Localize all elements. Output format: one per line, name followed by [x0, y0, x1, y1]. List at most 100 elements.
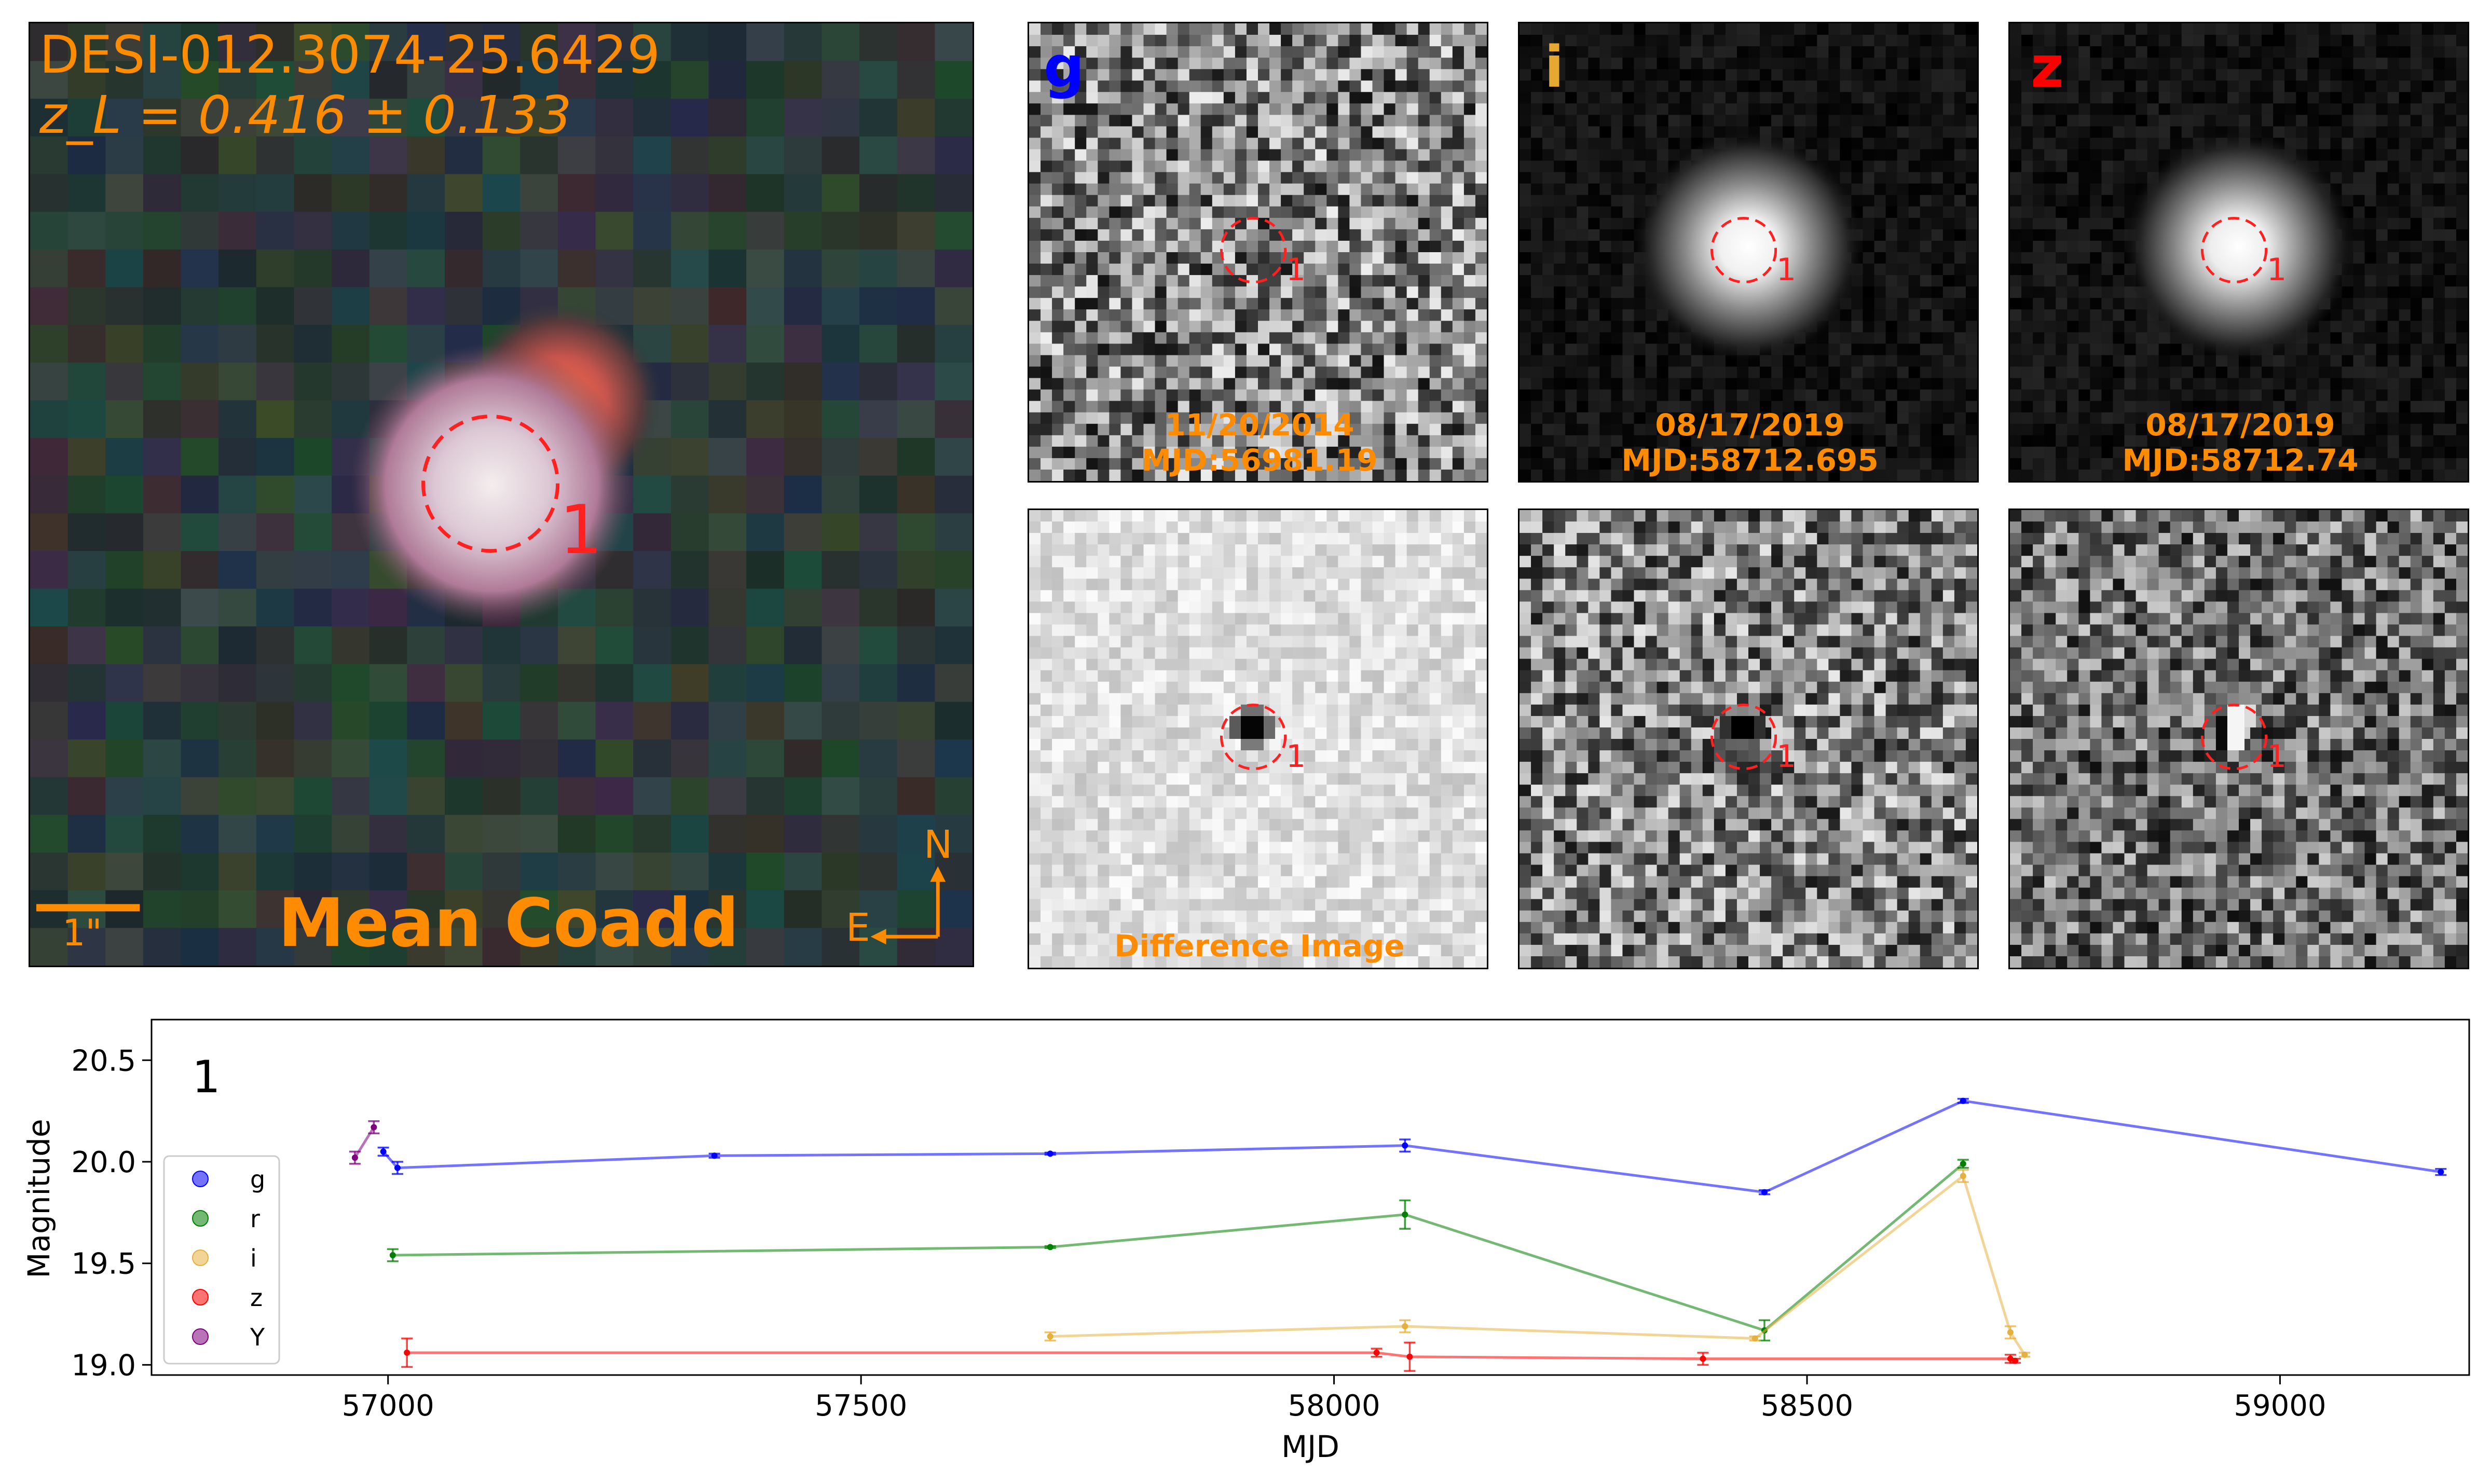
x-tick-label: 58000: [1288, 1389, 1380, 1423]
data-point: [1751, 1335, 1758, 1342]
plot-frame: [150, 1019, 2470, 1376]
cutout-i-image: [1520, 23, 1977, 481]
data-point: [2012, 1357, 2019, 1364]
data-point: [711, 1152, 718, 1159]
difference-z-overlay: [2200, 703, 2268, 771]
x-tick-label: 58500: [1761, 1389, 1853, 1423]
legend-label: z: [250, 1284, 263, 1312]
band-label: g: [1044, 34, 1085, 100]
difference-z-image: [2010, 510, 2468, 968]
legend-marker: [192, 1328, 209, 1345]
series-line: [1050, 1174, 2026, 1356]
y-tick-label: 20.0: [71, 1146, 136, 1179]
series-line: [407, 1351, 2016, 1362]
obs-date: 08/17/2019: [1655, 407, 1845, 443]
series-line: [392, 1162, 1964, 1332]
series-line: [382, 1099, 2441, 1194]
data-point: [1960, 1173, 1966, 1179]
data-point: [380, 1148, 387, 1155]
source-label: 1: [1776, 252, 1797, 288]
band-label: z: [2031, 34, 2064, 100]
cutout-g-image: [1029, 23, 1487, 481]
coadd-overlay: [36, 415, 946, 945]
difference-i: 1: [1518, 509, 1979, 969]
source-circle: [1710, 703, 1777, 771]
legend-label: i: [250, 1244, 257, 1272]
data-point: [1047, 1244, 1053, 1251]
source-label: 1: [2267, 252, 2287, 288]
data-point: [404, 1349, 410, 1356]
source-label: 1: [1286, 738, 1306, 775]
difference-z: 1: [2008, 509, 2469, 969]
coadd-caption: Mean Coadd: [278, 885, 739, 962]
mean-coadd-panel: DESI-012.3074-25.6429 z_L = 0.416 ± 0.13…: [29, 22, 974, 967]
x-tick-label: 57000: [342, 1389, 434, 1423]
legend-marker: [192, 1249, 209, 1266]
x-axis-label: MJD: [1281, 1429, 1339, 1464]
data-point: [1960, 1097, 1966, 1104]
cutout-i-overlay: [1710, 216, 1777, 284]
legend-marker: [192, 1289, 209, 1306]
legend-box: [163, 1155, 280, 1365]
series-line: [353, 1126, 375, 1159]
cutout-z-overlay: [2200, 216, 2268, 284]
legend-marker: [192, 1171, 209, 1187]
y-tick-label: 20.5: [71, 1044, 136, 1078]
legend-label: Y: [250, 1323, 265, 1351]
cutout-i: i 1 08/17/2019 MJD:58712.695: [1518, 22, 1979, 483]
obs-mjd: MJD:58712.695: [1621, 443, 1879, 478]
difference-g-image: [1029, 510, 1487, 968]
data-point: [389, 1252, 396, 1259]
difference-g: 1 Difference Image: [1028, 509, 1488, 969]
source-circle: [1220, 216, 1287, 284]
x-tick-label: 59000: [2234, 1389, 2326, 1423]
series-z: [401, 1337, 2021, 1372]
obs-date: 08/17/2019: [2145, 407, 2335, 443]
y-tick-label: 19.5: [71, 1247, 136, 1281]
source-label: 1: [1286, 252, 1306, 288]
x-tick-label: 57500: [815, 1389, 907, 1423]
data-point: [1402, 1323, 1408, 1330]
obs-mjd: MJD:58712.74: [2122, 443, 2359, 478]
cutout-z-image: [2010, 23, 2468, 481]
compass-e-label: E: [846, 905, 870, 950]
data-point: [1960, 1160, 1966, 1167]
legend-label: r: [250, 1205, 260, 1233]
difference-g-overlay: [1220, 703, 1287, 771]
data-point: [2438, 1169, 2444, 1175]
data-point: [2007, 1329, 2014, 1336]
source-circle: [2200, 216, 2268, 284]
cutout-g-overlay: [1220, 216, 1287, 284]
difference-caption: Difference Image: [1114, 928, 1405, 964]
legend-marker: [192, 1210, 209, 1227]
data-point: [1047, 1333, 1053, 1340]
scale-bar-label: 1": [62, 912, 102, 954]
panel-label: 1: [192, 1051, 221, 1103]
band-label: i: [1544, 34, 1564, 100]
legend-label: g: [250, 1165, 265, 1193]
data-point: [1700, 1355, 1706, 1362]
series-Y: [349, 1120, 380, 1165]
data-point: [1402, 1211, 1408, 1218]
cutout-g: g 1 11/20/2014 MJD:56981.19: [1028, 22, 1488, 483]
data-point: [1406, 1353, 1413, 1360]
source-circle: [2200, 703, 2268, 771]
data-point: [371, 1124, 377, 1131]
data-point: [1373, 1349, 1380, 1356]
source-label: 1: [559, 490, 603, 569]
coadd-image: [30, 23, 973, 966]
y-tick-label: 19.0: [71, 1349, 136, 1382]
source-circle: [1710, 216, 1777, 284]
obs-date: 11/20/2014: [1165, 407, 1354, 443]
source-label: 1: [1776, 738, 1797, 775]
data-point: [351, 1155, 358, 1161]
data-point: [1761, 1189, 1768, 1196]
cutout-z: z 1 08/17/2019 MJD:58712.74: [2008, 22, 2469, 483]
data-point: [394, 1164, 401, 1171]
compass-n-label: N: [924, 822, 953, 867]
source-circle: [421, 415, 560, 553]
y-axis-label: Magnitude: [21, 1119, 57, 1278]
source-label: 1: [2267, 738, 2287, 775]
redshift-label: z_L = 0.416 ± 0.133: [39, 85, 572, 145]
